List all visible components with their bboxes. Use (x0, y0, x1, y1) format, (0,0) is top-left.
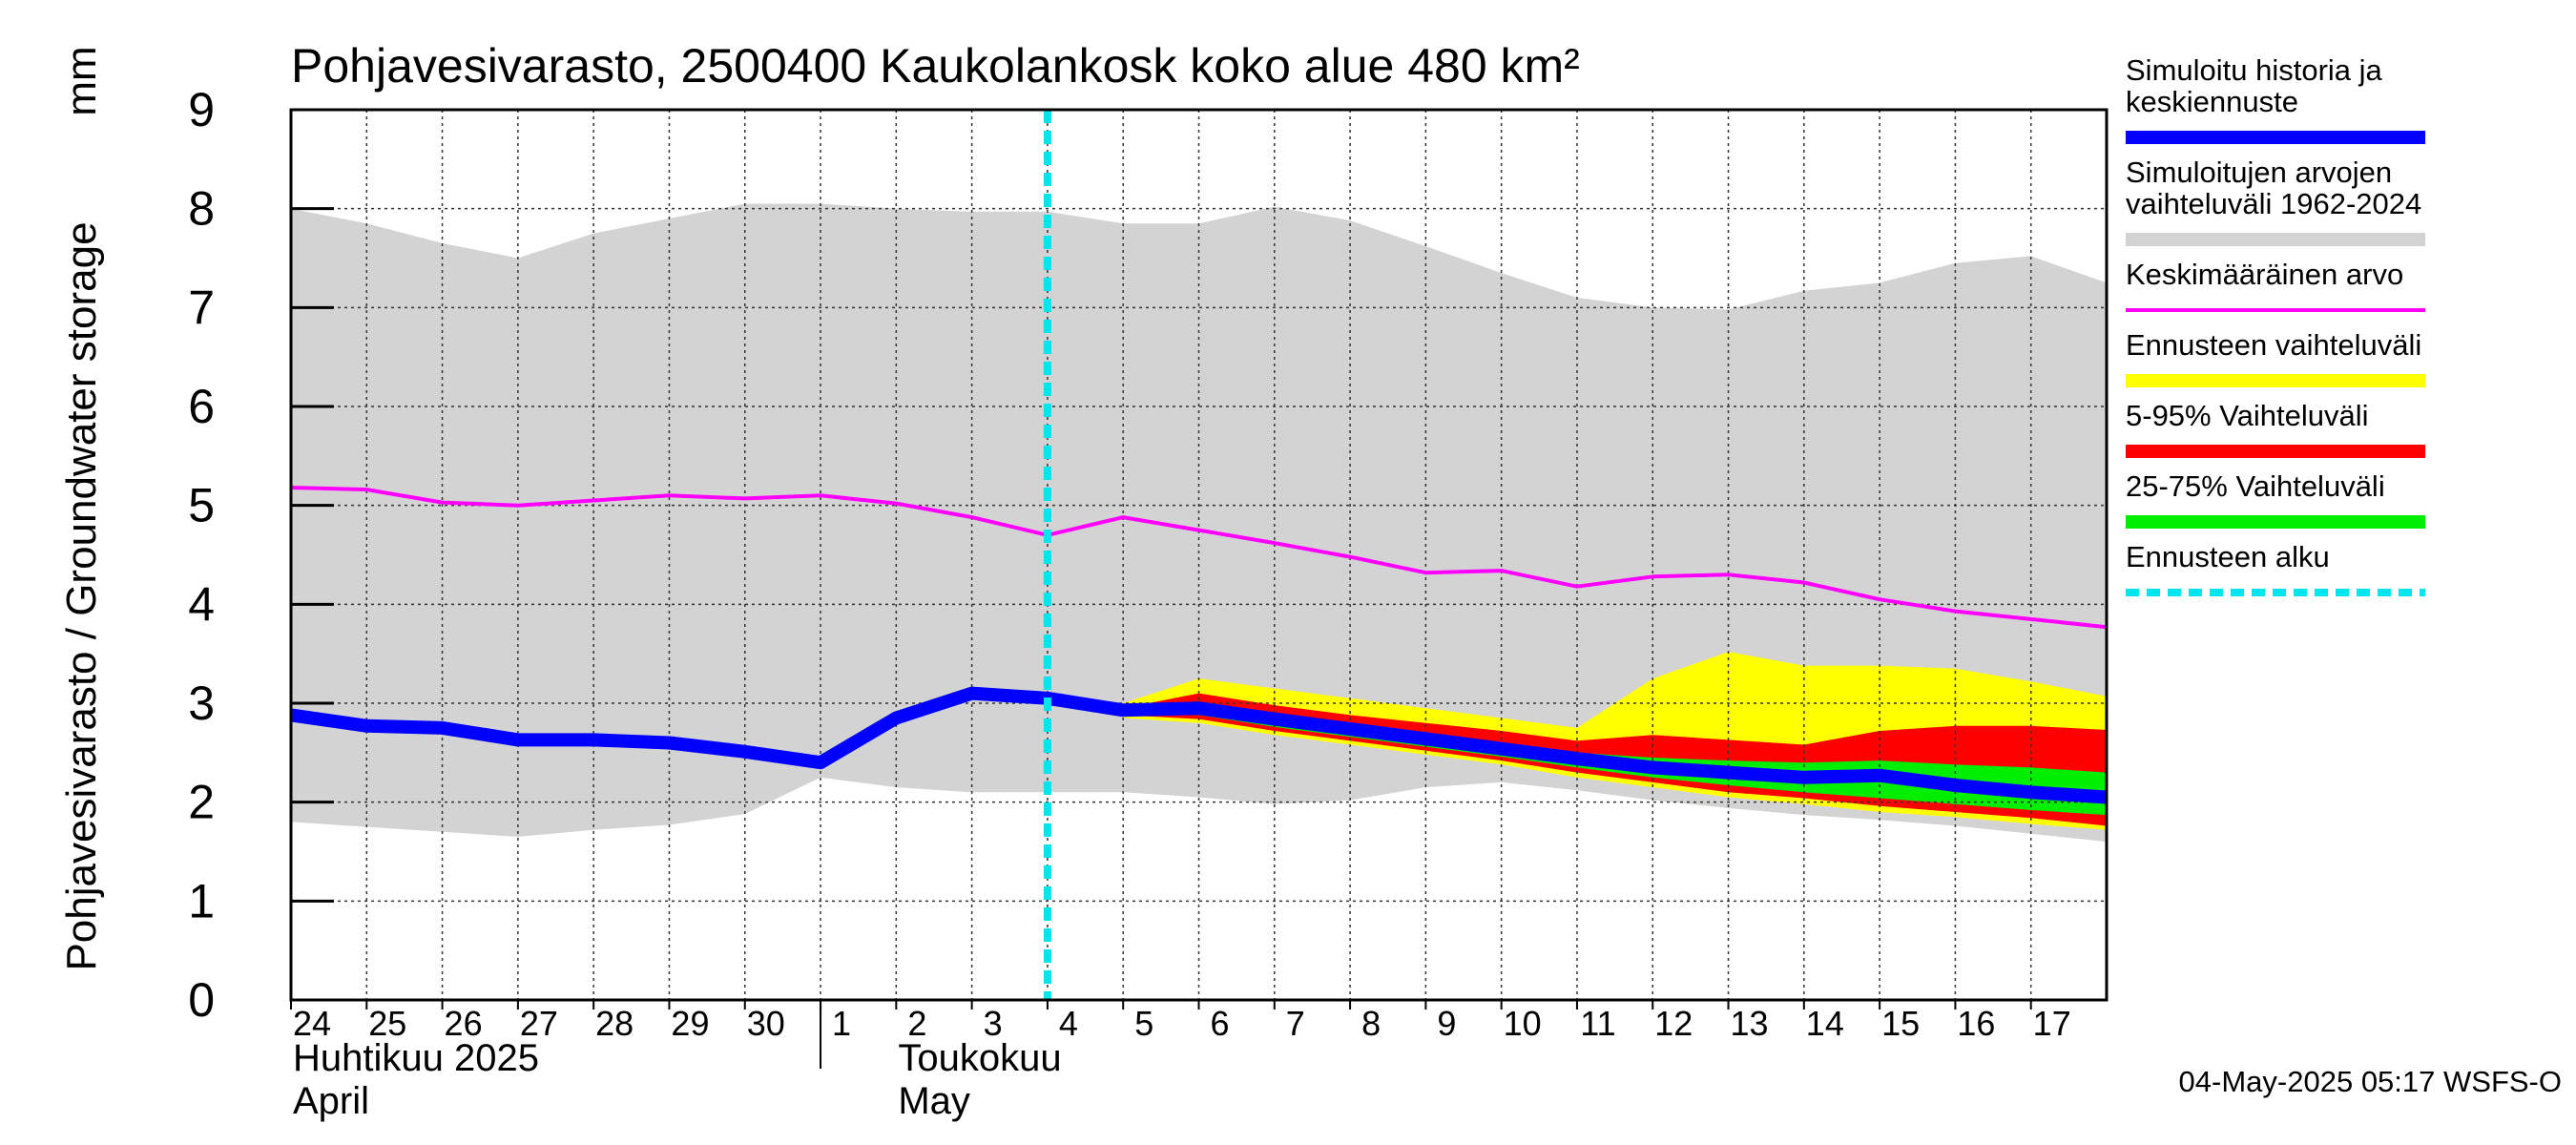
x-tick-label: 27 (520, 1004, 558, 1043)
timestamp-footer: 04-May-2025 05:17 WSFS-O (2179, 1065, 2562, 1098)
y-tick-label: 0 (188, 973, 215, 1027)
x-tick-label: 4 (1059, 1004, 1078, 1043)
legend-label: keskiennuste (2126, 85, 2298, 118)
x-tick-label: 3 (984, 1004, 1003, 1043)
x-tick-label: 15 (1881, 1004, 1920, 1043)
x-tick-label: 28 (595, 1004, 634, 1043)
y-tick-label: 3 (188, 677, 215, 730)
x-tick-label: 17 (2033, 1004, 2071, 1043)
x-tick-label: 6 (1210, 1004, 1229, 1043)
x-tick-label: 5 (1134, 1004, 1153, 1043)
month-label-en: May (898, 1080, 970, 1122)
plot-area (290, 110, 2108, 1000)
x-tick-label: 24 (293, 1004, 331, 1043)
legend-label: Simuloitu historia ja (2126, 53, 2383, 87)
simuloitu-historia-ja-keskiennuste-line (290, 686, 2108, 804)
x-tick-label: 2 (907, 1004, 926, 1043)
chart-title: Pohjavesivarasto, 2500400 Kaukolankosk k… (291, 39, 1580, 93)
legend-label: 5-95% Vaihteluväli (2126, 399, 2368, 432)
x-tick-label: 8 (1361, 1004, 1381, 1043)
x-tick-label: 25 (368, 1004, 406, 1043)
x-tick-label: 26 (445, 1004, 483, 1043)
x-tick-label: 30 (747, 1004, 785, 1043)
x-tick-label: 9 (1437, 1004, 1456, 1043)
x-tick-label: 10 (1504, 1004, 1542, 1043)
month-label-fi: Toukokuu (898, 1037, 1061, 1079)
legend-label: Keskimääräinen arvo (2126, 258, 2403, 291)
month-label-fi: Huhtikuu 2025 (293, 1037, 539, 1079)
x-tick-label: 7 (1286, 1004, 1305, 1043)
keskimaarainen-arvo-line (290, 486, 2108, 630)
y-tick-label: 7 (188, 281, 215, 334)
y-tick-label: 8 (188, 182, 215, 236)
x-tick-label: 13 (1731, 1004, 1769, 1043)
legend-label: Simuloitujen arvojen (2126, 156, 2392, 189)
x-tick-label: 29 (671, 1004, 709, 1043)
x-tick-label: 14 (1806, 1004, 1844, 1043)
y-tick-label: 1 (188, 874, 215, 927)
y-tick-label: 4 (188, 577, 215, 631)
y-axis-label: Pohjavesivarasto / Groundwater storage (58, 221, 105, 970)
legend-label: vaihteluväli 1962-2024 (2126, 187, 2421, 220)
legend-label: 25-75% Vaihteluväli (2126, 469, 2385, 503)
x-tick-label: 12 (1654, 1004, 1693, 1043)
y-tick-label: 9 (188, 83, 215, 136)
x-tick-label: 11 (1580, 1004, 1615, 1043)
month-label-en: April (293, 1080, 369, 1122)
legend-label: Ennusteen alku (2126, 540, 2330, 573)
x-tick-label: 16 (1957, 1004, 1995, 1043)
y-tick-label: 6 (188, 380, 215, 433)
y-tick-label: 5 (188, 479, 215, 532)
legend-label: Ennusteen vaihteluväli (2126, 328, 2421, 362)
y-axis-unit: mm (58, 46, 105, 115)
x-tick-label: 1 (832, 1004, 851, 1043)
y-tick-label: 2 (188, 776, 215, 829)
